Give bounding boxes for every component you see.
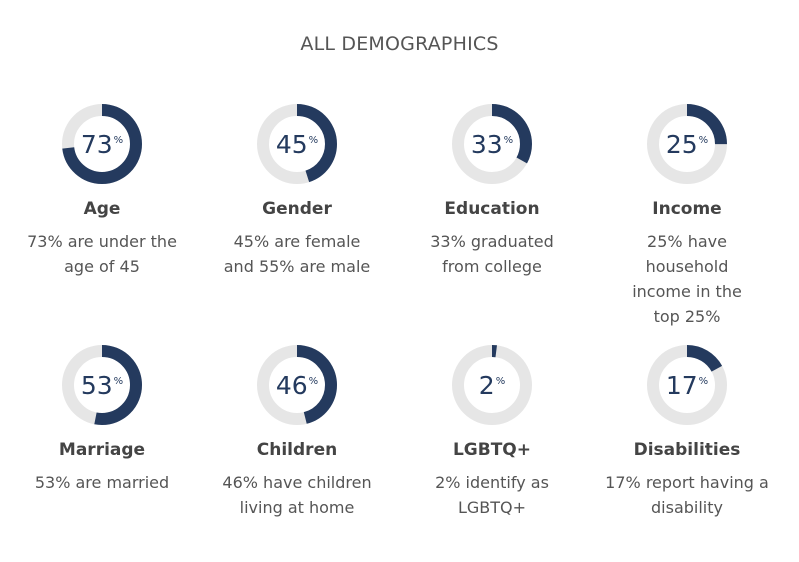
stat-label: LGBTQ+	[452, 440, 532, 460]
donut-fill	[62, 104, 142, 184]
stat-description: 45% are female and 55% are male	[223, 232, 371, 276]
page-title: ALL DEMOGRAPHICS	[300, 33, 499, 55]
stat-label: Gender	[262, 199, 332, 219]
stat-value: 45%	[275, 129, 319, 159]
stat-value: 73%	[80, 129, 124, 159]
stat-value: 17%	[665, 370, 709, 400]
stat-label: Disabilities	[633, 440, 741, 460]
stat-value: 46%	[275, 370, 319, 400]
stat-value: 2%	[478, 370, 506, 400]
stat-value: 53%	[80, 370, 124, 400]
donut-fill	[257, 345, 337, 425]
donut-fill	[647, 345, 727, 425]
donut-chart: 46%	[256, 344, 338, 426]
donut-chart: 73%	[61, 103, 143, 185]
stat-card-disabilities: 17% Disabilities 17% report having a dis…	[592, 344, 782, 520]
stat-value: 25%	[665, 129, 709, 159]
donut-chart: 33%	[451, 103, 533, 185]
stat-label: Education	[444, 199, 540, 219]
stat-description: 53% are married	[34, 473, 170, 492]
stat-card-lgbtq: 2% LGBTQ+ 2% identify as LGBTQ+	[397, 344, 587, 520]
stat-description: 17% report having a disability	[605, 473, 769, 517]
stat-value: 33%	[470, 129, 514, 159]
donut-chart: 2%	[451, 344, 533, 426]
stat-description: 25% have household income in the top 25%	[632, 232, 742, 326]
stat-card-income: 25% Income 25% have household income in …	[592, 103, 782, 329]
stat-card-children: 46% Children 46% have children living at…	[202, 344, 392, 520]
donut-chart: 25%	[646, 103, 728, 185]
stat-label: Marriage	[58, 440, 146, 460]
donut-chart: 45%	[256, 103, 338, 185]
donut-fill	[257, 104, 337, 184]
stat-label: Age	[83, 199, 121, 219]
stat-card-education: 33% Education 33% graduated from college	[397, 103, 587, 279]
stat-description: 2% identify as LGBTQ+	[435, 473, 549, 517]
stat-description: 73% are under the age of 45	[27, 232, 177, 276]
donut-fill	[647, 104, 727, 184]
donut-fill	[452, 104, 532, 184]
stat-card-gender: 45% Gender 45% are female and 55% are ma…	[202, 103, 392, 279]
donut-chart: 17%	[646, 344, 728, 426]
stat-card-marriage: 53% Marriage 53% are married	[7, 344, 197, 495]
stat-card-age: 73% Age 73% are under the age of 45	[7, 103, 197, 279]
stat-label: Children	[256, 440, 338, 460]
donut-chart: 53%	[61, 344, 143, 426]
donut-fill	[452, 345, 532, 425]
stat-label: Income	[652, 199, 722, 219]
donut-fill	[62, 345, 142, 425]
stat-description: 33% graduated from college	[430, 232, 554, 276]
stat-description: 46% have children living at home	[222, 473, 372, 517]
